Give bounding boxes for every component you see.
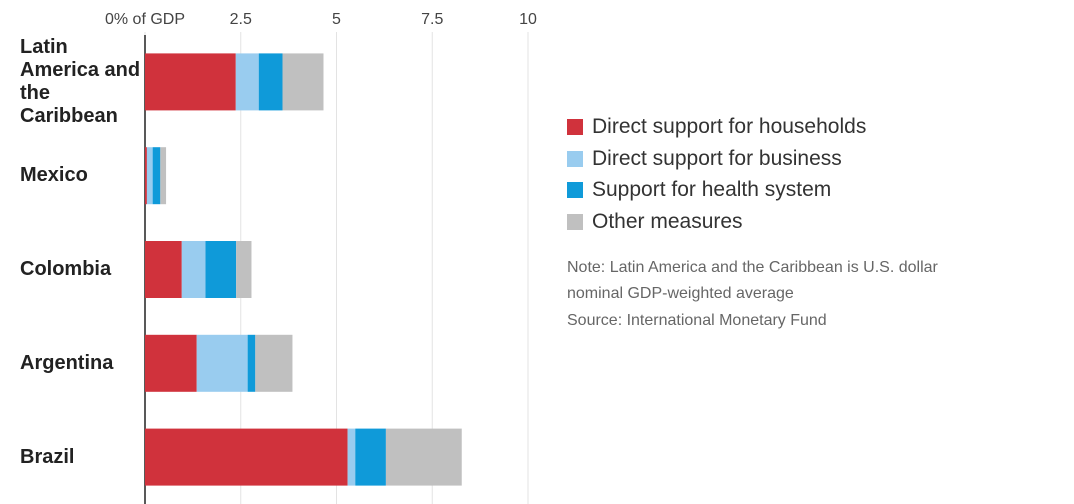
bar-segment [145,334,197,392]
bar-segment [145,241,182,298]
bar-segment [258,53,283,111]
category-label: Colombia [20,257,112,280]
category-label: Latin America and the Caribbean [20,35,141,127]
legend-item: Direct support for households [567,114,866,140]
bar-segment [347,428,356,486]
category-label: Brazil [20,445,75,468]
bar-segment [235,53,259,111]
bar-segment [152,147,161,205]
category-label: Argentina [20,351,114,374]
legend-label: Direct support for business [592,146,842,170]
bar-segment [145,147,147,205]
bar-segment [385,428,462,486]
bar-segment [355,428,386,486]
legend-label: Support for health system [592,178,832,201]
legend-label: Other measures [592,209,743,233]
bar-segment [282,53,324,111]
x-tick-label: 10 [519,11,537,28]
legend-swatch [567,182,583,198]
note: Note: Latin America and the Caribbean is… [567,259,938,302]
legend-item: Other measures [567,209,743,235]
x-tick-label: 5 [332,11,341,28]
x-tick-label: 0% of GDP [105,11,185,28]
bar-segment [196,334,248,392]
legend-label: Direct support for households [592,115,867,138]
bar-segment [145,53,236,111]
legend-swatch [567,150,583,167]
legend-item: Support for health system [567,177,831,203]
x-tick-label: 2.5 [230,11,252,28]
x-tick-label: 7.5 [421,11,443,28]
bar-segment [160,147,167,205]
bar-segment [181,241,206,298]
category-label: Mexico [20,164,88,187]
bar-segment [146,147,153,205]
source: Source: International Monetary Fund [567,312,827,329]
bar-segment [247,334,256,392]
bar-segment [205,241,237,298]
bar-segment [145,428,348,486]
legend-swatch [567,119,583,135]
legend-swatch [567,213,583,230]
bar-segment [255,334,293,392]
legend-item: Direct support for business [567,146,842,172]
bar-segment [236,241,252,298]
